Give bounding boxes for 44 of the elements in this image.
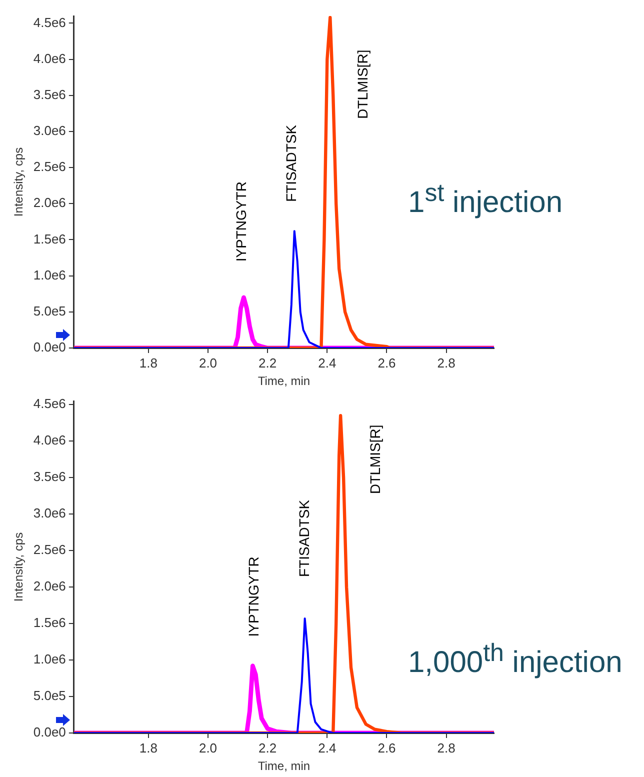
y-tick-label: 5.0e5 <box>33 688 66 704</box>
x-axis-title: Time, min <box>258 374 310 388</box>
y-axis-title: Intensity, cps <box>12 532 26 602</box>
y-tick-label: 2.5e6 <box>33 542 66 558</box>
annotation: DTLMIS[R] <box>354 50 371 119</box>
x-tick-label: 2.0 <box>198 740 218 756</box>
y-tick-label: 1.5e6 <box>33 231 66 246</box>
annotation: FTISADTSK <box>296 499 312 577</box>
x-tick-label: 1.8 <box>139 740 158 756</box>
y-tick-label: 5.0e5 <box>33 303 66 318</box>
y-tick-label: 3.0e6 <box>33 506 66 521</box>
y-tick-label: 4.0e6 <box>33 50 66 66</box>
y-tick-label: 1.0e6 <box>33 267 66 282</box>
annotation: 1,000$^{th}$ injection <box>408 639 622 680</box>
y-tick-label: 0.0e0 <box>33 724 66 740</box>
y-tick-label: 3.5e6 <box>33 86 66 102</box>
x-tick-label: 1.8 <box>139 355 158 370</box>
y-tick-label: 1.0e6 <box>33 652 66 667</box>
x-tick-label: 2.6 <box>378 355 396 370</box>
x-tick-label: 2.0 <box>198 355 218 370</box>
x-axis-title: Time, min <box>258 759 310 774</box>
y-tick-label: 3.0e6 <box>33 123 66 138</box>
y-tick-label: 2.5e6 <box>33 159 66 174</box>
annotation: DTLMIS[R] <box>367 424 384 494</box>
y-tick-label: 2.0e6 <box>33 195 66 210</box>
y-tick-label: 4.5e6 <box>33 14 66 30</box>
x-tick-label: 2.8 <box>437 740 456 756</box>
x-tick-label: 2.6 <box>378 740 396 756</box>
y-tick-label: 1.5e6 <box>33 615 66 630</box>
x-tick-label: 2.2 <box>258 355 277 370</box>
annotation: 1$^{st}$ injection <box>408 179 563 220</box>
x-tick-label: 2.8 <box>437 355 456 370</box>
y-tick-label: 4.0e6 <box>33 432 66 448</box>
annotation: IYPTNGYTR <box>245 556 262 637</box>
x-tick-label: 2.4 <box>318 355 336 370</box>
x-tick-label: 2.4 <box>318 740 336 756</box>
y-tick-label: 4.5e6 <box>33 396 66 412</box>
annotation: IYPTNGYTR <box>232 182 249 262</box>
y-tick-label: 0.0e0 <box>33 340 66 355</box>
y-tick-label: 2.0e6 <box>33 578 66 594</box>
y-axis-title: Intensity, cps <box>12 147 26 217</box>
y-tick-label: 3.5e6 <box>33 469 66 484</box>
annotation: FTISADTSK <box>283 124 300 202</box>
x-tick-label: 2.2 <box>258 740 277 756</box>
